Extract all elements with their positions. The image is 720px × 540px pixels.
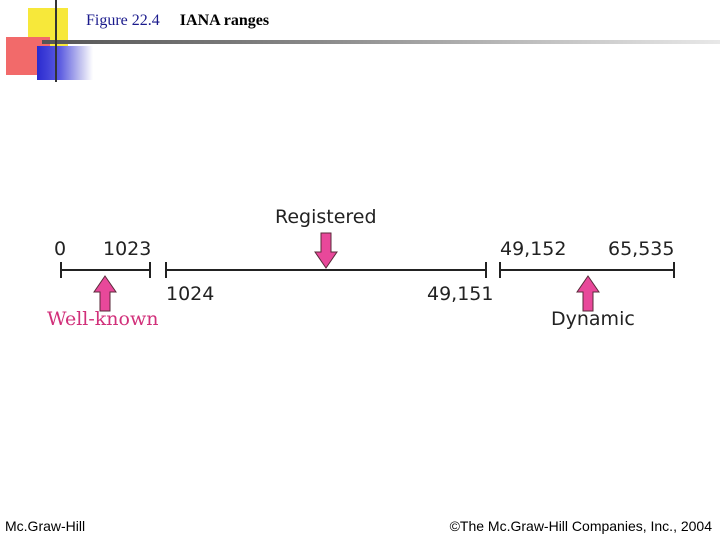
registered-end-label: 49,151 [427,283,494,305]
well-known-label: Well-known [47,308,159,330]
well-known-end-label: 1023 [103,238,152,260]
footer-copyright: ©The Mc.Graw-Hill Companies, Inc., 2004 [449,518,712,534]
slide-header: Figure 22.4 IANA ranges [86,12,269,30]
dynamic-arrow-icon [576,275,600,312]
registered-arrow-icon [314,232,338,269]
start-value-label: 0 [54,238,67,260]
dynamic-label: Dynamic [551,308,635,330]
end-value-label: 65,535 [608,238,675,260]
decor-vertical-rule [55,0,57,82]
registered-start-label: 1024 [166,283,215,305]
well-known-arrow-icon [93,275,117,312]
decor-blue-square [37,46,93,80]
footer-publisher: Mc.Graw-Hill [5,518,86,534]
figure-title: IANA ranges [179,12,270,29]
decor-header-rule [42,40,720,44]
registered-label: Registered [275,206,377,228]
dynamic-start-label: 49,152 [500,238,567,260]
figure-number: Figure 22.4 [86,12,160,29]
